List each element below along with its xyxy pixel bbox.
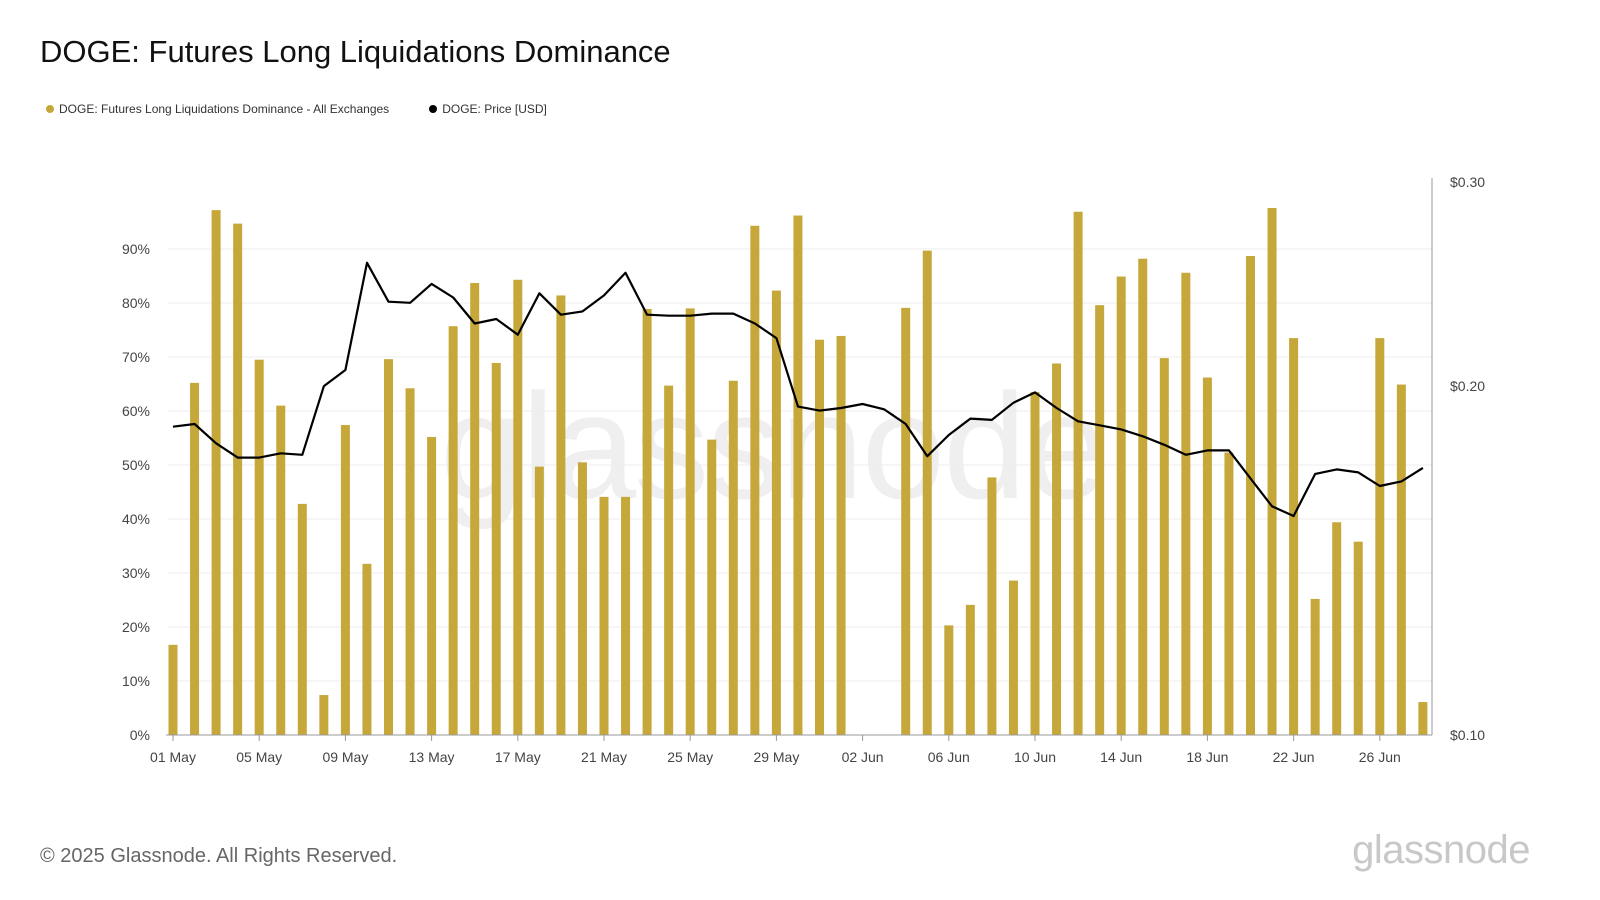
x-tick-label: 18 Jun — [1186, 749, 1228, 765]
bar — [1159, 358, 1169, 735]
bar — [254, 359, 264, 735]
bar — [276, 405, 286, 735]
y-tick-label-right: $0.10 — [1450, 727, 1485, 743]
price-line — [172, 261, 1424, 518]
bar — [1138, 258, 1148, 735]
bar — [750, 225, 760, 735]
bar — [168, 644, 178, 735]
bar — [1095, 305, 1105, 735]
bar — [297, 503, 307, 735]
bar — [491, 362, 501, 735]
bar — [427, 436, 437, 735]
y-tick-label-left: 20% — [122, 619, 150, 635]
y-tick-label-right: $0.20 — [1450, 378, 1485, 394]
bar — [1202, 377, 1212, 735]
y-tick-label-left: 80% — [122, 295, 150, 311]
bar — [642, 308, 652, 735]
legend: DOGE: Futures Long Liquidations Dominanc… — [46, 102, 587, 116]
glassnode-logo: glassnode — [1352, 828, 1530, 872]
bar — [384, 359, 393, 735]
bar — [944, 625, 954, 735]
x-tick-label: 17 May — [495, 749, 541, 765]
x-tick-label: 22 Jun — [1273, 749, 1315, 765]
x-tick-label: 25 May — [667, 749, 713, 765]
bar — [448, 326, 458, 735]
chart-title: DOGE: Futures Long Liquidations Dominanc… — [40, 34, 671, 69]
legend-swatch-price — [429, 105, 438, 113]
bar — [1073, 211, 1083, 736]
bar — [901, 307, 911, 735]
x-tick-label: 13 May — [409, 749, 455, 765]
y-tick-label-left: 10% — [122, 673, 150, 689]
bar — [815, 339, 824, 735]
bar — [1224, 452, 1234, 735]
bar — [664, 385, 674, 735]
x-tick-label: 09 May — [322, 749, 368, 765]
bar — [1181, 272, 1191, 735]
bar — [1246, 256, 1255, 735]
bar — [965, 604, 975, 735]
bar — [1052, 363, 1062, 735]
y-tick-label-right: $0.30 — [1450, 174, 1485, 190]
bar — [211, 210, 221, 735]
bar — [513, 279, 523, 735]
x-tick-label: 02 Jun — [842, 749, 884, 765]
x-tick-label: 10 Jun — [1014, 749, 1056, 765]
bar — [1310, 598, 1320, 735]
bar — [707, 439, 717, 735]
bar — [836, 335, 846, 735]
bar — [1116, 276, 1126, 735]
x-tick-label: 01 May — [150, 749, 196, 765]
bar — [1267, 207, 1277, 735]
legend-item-dominance[interactable]: DOGE: Futures Long Liquidations Dominanc… — [46, 102, 389, 116]
x-tick-label: 06 Jun — [928, 749, 970, 765]
bar — [190, 382, 200, 735]
bar — [793, 215, 803, 735]
bar — [728, 380, 738, 735]
bar — [577, 462, 587, 735]
bar — [556, 295, 566, 735]
bar — [987, 477, 997, 735]
bar — [771, 290, 781, 735]
bar — [362, 563, 372, 735]
y-tick-label-left: 40% — [122, 511, 150, 527]
copyright-footer: © 2025 Glassnode. All Rights Reserved. — [40, 845, 398, 867]
bar — [340, 425, 350, 735]
x-tick-label: 05 May — [236, 749, 282, 765]
bar — [1396, 384, 1406, 735]
y-tick-label-left: 60% — [122, 403, 150, 419]
x-tick-label: 29 May — [753, 749, 799, 765]
bar — [405, 388, 415, 735]
y-tick-label-left: 50% — [122, 457, 150, 473]
legend-label-dominance: DOGE: Futures Long Liquidations Dominanc… — [59, 102, 390, 116]
legend-swatch-dominance — [46, 105, 54, 113]
bar — [534, 466, 544, 735]
x-tick-label: 21 May — [581, 749, 627, 765]
bar — [1375, 338, 1385, 735]
legend-label-price: DOGE: Price [USD] — [442, 102, 547, 116]
bar — [922, 250, 932, 735]
bar — [599, 496, 609, 735]
bar — [685, 308, 695, 735]
bar — [1353, 541, 1363, 735]
bar — [233, 223, 243, 735]
legend-item-price[interactable]: DOGE: Price [USD] — [429, 102, 547, 116]
bar — [1289, 338, 1299, 735]
bar — [1030, 392, 1040, 735]
bar — [1332, 522, 1342, 735]
bar — [319, 695, 329, 735]
x-tick-label: 26 Jun — [1359, 749, 1401, 765]
x-tick-label: 14 Jun — [1100, 749, 1142, 765]
y-tick-label-left: 70% — [122, 349, 150, 365]
y-tick-label-left: 30% — [122, 565, 150, 581]
y-tick-label-left: 90% — [122, 241, 150, 257]
y-tick-label-left: 0% — [130, 727, 150, 743]
bar — [1008, 580, 1018, 735]
bar — [621, 496, 631, 735]
bar — [470, 283, 480, 735]
bar — [1418, 702, 1428, 735]
